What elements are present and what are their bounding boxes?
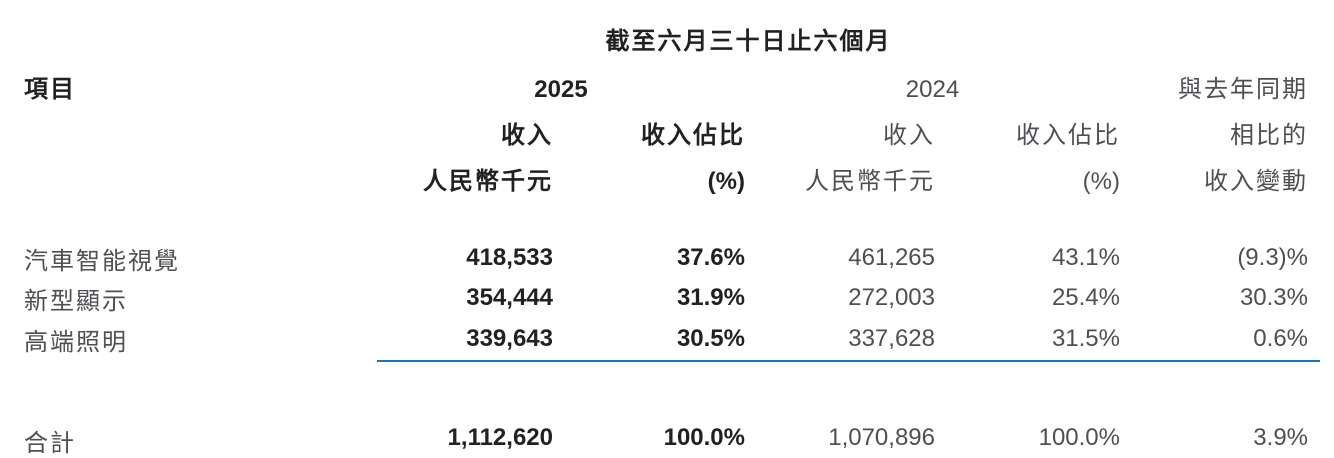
year-header-row: 項目 2025 2024 與去年同期: [0, 60, 1320, 110]
period-title: 截至六月三十日止六個月: [605, 28, 892, 55]
header-item: 項目: [24, 76, 76, 103]
header-revenue-unit-2025: 人民幣千元: [423, 168, 553, 195]
total-change: 3.9%: [1120, 416, 1320, 458]
share-2025-value: 37.6%: [676, 244, 745, 271]
spacer-cell: [0, 110, 377, 156]
share-2024-value: 43.1%: [1051, 244, 1120, 271]
share-2025-value: 31.9%: [676, 284, 745, 311]
spacer-cell: [0, 361, 1320, 416]
share-2024-value: 25.4%: [1051, 284, 1120, 311]
change-value: 0.6%: [1120, 318, 1320, 362]
header-share-2024: 收入佔比: [1016, 122, 1120, 149]
rev-2025-value: 418,533: [466, 244, 553, 271]
change-value: (9.3)%: [1237, 244, 1308, 271]
spacer-cell: [0, 202, 1320, 238]
total-rev-2025: 1,112,620: [377, 416, 553, 458]
period-title-row: 截至六月三十日止六個月: [0, 6, 1320, 60]
spacer-cell: [1120, 6, 1320, 60]
revenue-segment-table: 截至六月三十日止六個月 項目 2025 2024 與去年同期 收入 收入佔比 收…: [0, 6, 1320, 458]
change-value: 30.3%: [1239, 284, 1308, 311]
total-share-2025: 100.0%: [553, 416, 745, 458]
spacer-row: [0, 361, 1320, 416]
table-row-total: 合計 1,112,620 100.0% 1,070,896 100.0% 3.9…: [0, 416, 1320, 458]
table-row-high-end-lighting: 高端照明 339,643 30.5% 337,628 31.5% 0.6%: [0, 318, 1320, 362]
total-share-2024: 100.0%: [935, 416, 1120, 458]
header-revenue-unit-2024: 人民幣千元: [805, 168, 935, 195]
row-label: 高端照明: [24, 329, 128, 356]
share-2025-value: 30.5%: [553, 318, 745, 362]
rev-2024-value: 272,003: [848, 284, 935, 311]
row-label: 新型顯示: [24, 287, 128, 315]
rev-2025-value: 354,444: [466, 284, 553, 311]
rev-2024-value: 461,265: [848, 244, 935, 271]
sub-header-row: 收入 收入佔比 收入 收入佔比 相比的: [0, 110, 1320, 156]
table-row-automotive-vision: 汽車智能視覺 418,533 37.6% 461,265 43.1% (9.3)…: [0, 238, 1320, 278]
header-revenue-2024: 收入: [883, 122, 935, 149]
spacer-row: [0, 202, 1320, 238]
header-share-unit-2024: (%): [1082, 168, 1120, 195]
header-year-2024: 2024: [905, 76, 960, 103]
row-label: 汽車智能視覺: [24, 247, 180, 275]
header-share-unit-2025: (%): [707, 168, 745, 195]
unit-header-row: 人民幣千元 (%) 人民幣千元 (%) 收入變動: [0, 156, 1320, 202]
total-label: 合計: [24, 429, 76, 457]
table-row-new-display: 新型顯示 354,444 31.9% 272,003 25.4% 30.3%: [0, 278, 1320, 318]
rev-2024-value: 337,628: [745, 318, 935, 362]
header-revenue-2025: 收入: [501, 122, 553, 149]
header-change-line1: 與去年同期: [1178, 76, 1308, 103]
rev-2025-value: 339,643: [377, 318, 553, 362]
header-share-2025: 收入佔比: [641, 122, 745, 149]
financial-report-page: 截至六月三十日止六個月 項目 2025 2024 與去年同期 收入 收入佔比 收…: [0, 6, 1334, 458]
spacer-cell: [0, 156, 377, 202]
header-change-line2: 相比的: [1230, 122, 1308, 149]
header-year-2025: 2025: [534, 76, 588, 103]
total-rev-2024: 1,070,896: [745, 416, 935, 458]
spacer-cell: [0, 6, 377, 60]
header-change-line3: 收入變動: [1204, 168, 1308, 195]
share-2024-value: 31.5%: [935, 318, 1120, 362]
